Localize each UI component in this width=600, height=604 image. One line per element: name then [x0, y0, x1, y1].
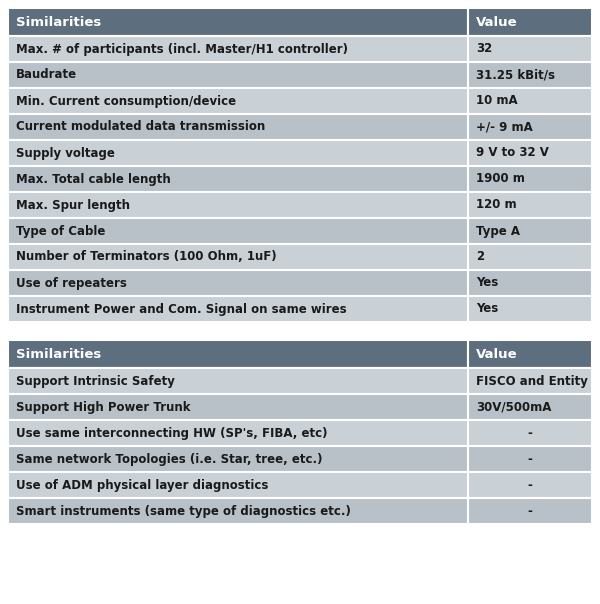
- Bar: [468, 8, 592, 36]
- Bar: [8, 62, 468, 88]
- Bar: [8, 270, 468, 296]
- Bar: [8, 36, 468, 62]
- Text: Yes: Yes: [476, 303, 498, 315]
- Text: 10 mA: 10 mA: [476, 94, 518, 108]
- Text: -: -: [527, 426, 532, 440]
- Text: Min. Current consumption/device: Min. Current consumption/device: [16, 94, 236, 108]
- Text: Current modulated data transmission: Current modulated data transmission: [16, 121, 265, 133]
- Text: 32: 32: [476, 42, 492, 56]
- Text: -: -: [527, 478, 532, 492]
- Bar: [8, 140, 468, 166]
- Text: Use of repeaters: Use of repeaters: [16, 277, 127, 289]
- Text: Type A: Type A: [476, 225, 520, 237]
- Bar: [8, 420, 468, 446]
- Text: Instrument Power and Com. Signal on same wires: Instrument Power and Com. Signal on same…: [16, 303, 347, 315]
- Text: Yes: Yes: [476, 277, 498, 289]
- Bar: [8, 218, 468, 244]
- Text: +/- 9 mA: +/- 9 mA: [476, 121, 533, 133]
- Bar: [8, 192, 468, 218]
- Text: Same network Topologies (i.e. Star, tree, etc.): Same network Topologies (i.e. Star, tree…: [16, 452, 323, 466]
- Text: -: -: [527, 504, 532, 518]
- Bar: [8, 340, 468, 368]
- Text: Max. Total cable length: Max. Total cable length: [16, 173, 171, 185]
- Bar: [468, 368, 592, 394]
- Bar: [8, 472, 468, 498]
- Text: Smart instruments (same type of diagnostics etc.): Smart instruments (same type of diagnost…: [16, 504, 351, 518]
- Text: Max. # of participants (incl. Master/H1 controller): Max. # of participants (incl. Master/H1 …: [16, 42, 348, 56]
- Text: Similarities: Similarities: [16, 347, 101, 361]
- Bar: [8, 88, 468, 114]
- Bar: [468, 420, 592, 446]
- Bar: [468, 244, 592, 270]
- Bar: [468, 472, 592, 498]
- Bar: [468, 270, 592, 296]
- Text: Max. Spur length: Max. Spur length: [16, 199, 130, 211]
- Text: FISCO and Entity: FISCO and Entity: [476, 374, 588, 388]
- Text: Use of ADM physical layer diagnostics: Use of ADM physical layer diagnostics: [16, 478, 268, 492]
- Text: Similarities: Similarities: [16, 16, 101, 28]
- Text: 9 V to 32 V: 9 V to 32 V: [476, 147, 549, 159]
- Bar: [468, 218, 592, 244]
- Text: Value: Value: [476, 347, 518, 361]
- Bar: [8, 296, 468, 322]
- Text: Baudrate: Baudrate: [16, 68, 77, 82]
- Text: Number of Terminators (100 Ohm, 1uF): Number of Terminators (100 Ohm, 1uF): [16, 251, 277, 263]
- Text: Type of Cable: Type of Cable: [16, 225, 106, 237]
- Text: -: -: [527, 452, 532, 466]
- Bar: [468, 62, 592, 88]
- Text: 2: 2: [476, 251, 484, 263]
- Bar: [468, 166, 592, 192]
- Bar: [8, 244, 468, 270]
- Text: Support Intrinsic Safety: Support Intrinsic Safety: [16, 374, 175, 388]
- Text: 120 m: 120 m: [476, 199, 517, 211]
- Bar: [8, 8, 468, 36]
- Bar: [8, 166, 468, 192]
- Text: 1900 m: 1900 m: [476, 173, 525, 185]
- Text: Use same interconnecting HW (SP's, FIBA, etc): Use same interconnecting HW (SP's, FIBA,…: [16, 426, 328, 440]
- Bar: [468, 88, 592, 114]
- Bar: [8, 114, 468, 140]
- Bar: [468, 340, 592, 368]
- Bar: [468, 192, 592, 218]
- Text: Support High Power Trunk: Support High Power Trunk: [16, 400, 191, 414]
- Bar: [468, 140, 592, 166]
- Text: Value: Value: [476, 16, 518, 28]
- Bar: [8, 368, 468, 394]
- Bar: [468, 446, 592, 472]
- Text: Supply voltage: Supply voltage: [16, 147, 115, 159]
- Bar: [8, 394, 468, 420]
- Bar: [468, 498, 592, 524]
- Bar: [468, 36, 592, 62]
- Bar: [8, 446, 468, 472]
- Bar: [8, 498, 468, 524]
- Text: 31.25 kBit/s: 31.25 kBit/s: [476, 68, 555, 82]
- Bar: [468, 114, 592, 140]
- Text: 30V/500mA: 30V/500mA: [476, 400, 551, 414]
- Bar: [468, 394, 592, 420]
- Bar: [468, 296, 592, 322]
